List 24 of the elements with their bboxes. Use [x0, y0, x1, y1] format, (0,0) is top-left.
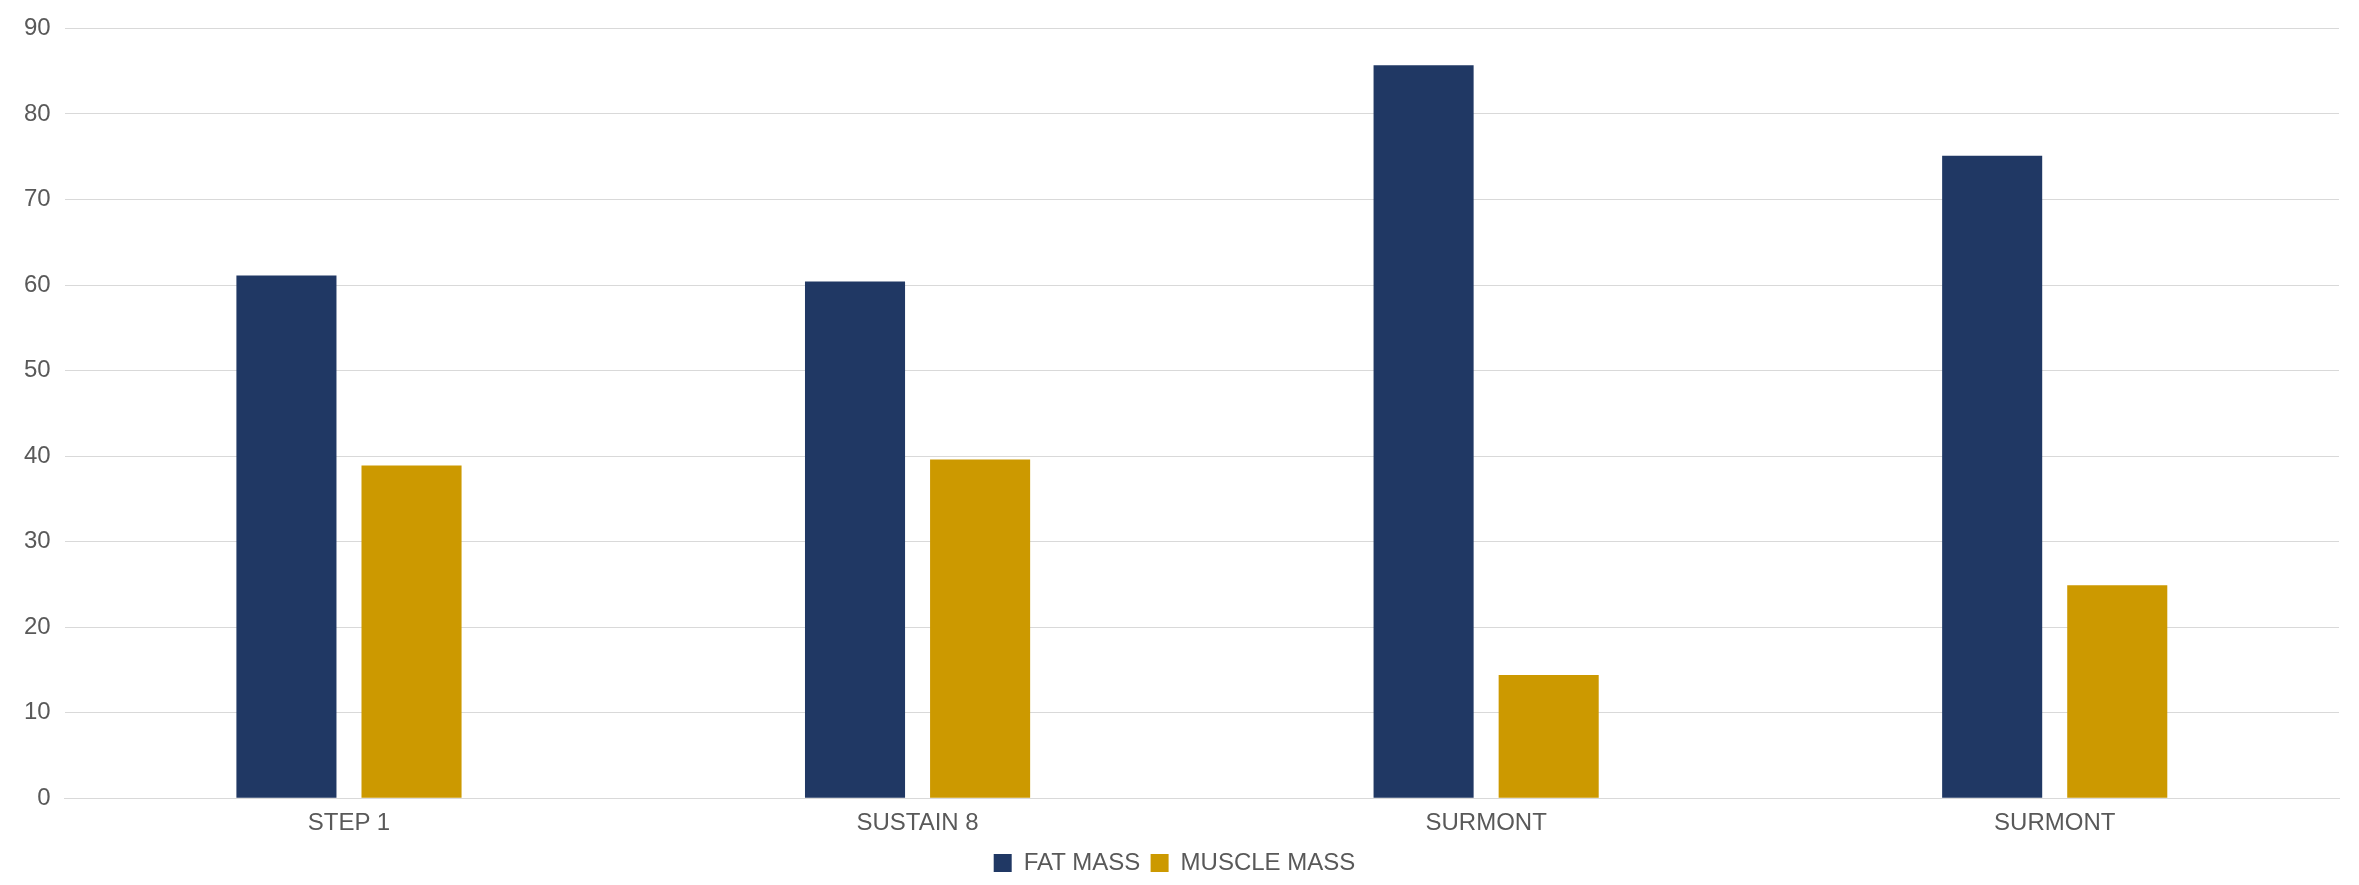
x-tick-label: SURMONT	[1425, 808, 1548, 836]
y-tick-label: 40	[23, 440, 51, 468]
y-tick-label: 90	[23, 13, 51, 41]
y-tick-label: 0	[37, 782, 51, 810]
x-tick-label: SURMONT	[1994, 808, 2116, 836]
bar	[804, 281, 906, 798]
y-tick-label: 30	[23, 526, 51, 554]
y-tick-label: 80	[23, 98, 51, 126]
bar	[2067, 585, 2168, 798]
bar	[1373, 65, 1474, 798]
legend-label: MUSCLE MASS	[1180, 847, 1356, 875]
y-tick-label: 20	[23, 611, 51, 639]
bar	[1498, 675, 1599, 798]
x-tick-label: SUSTAIN 8	[856, 808, 979, 836]
legend-label: FAT MASS	[1023, 847, 1141, 875]
bar	[361, 465, 462, 798]
x-tick-label: STEP 1	[307, 808, 391, 836]
y-tick-label: 50	[23, 355, 51, 383]
y-tick-label: 70	[23, 184, 51, 212]
bar	[236, 275, 337, 798]
bar	[1942, 155, 2043, 798]
y-tick-label: 60	[23, 269, 51, 297]
bar	[930, 459, 1031, 798]
y-tick-label: 10	[23, 697, 51, 725]
